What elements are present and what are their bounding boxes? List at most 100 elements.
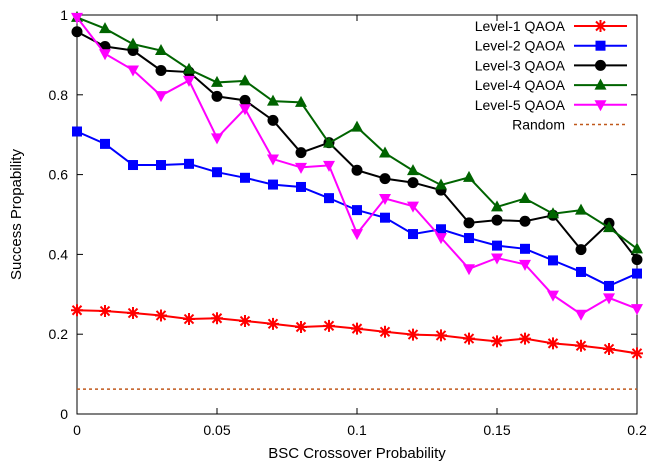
data-point — [435, 329, 447, 342]
legend-item: Level-1 QAOA — [475, 18, 627, 34]
data-point — [407, 164, 419, 176]
y-tick-label: 0.8 — [49, 87, 69, 103]
data-point — [211, 75, 223, 87]
data-point — [548, 255, 558, 266]
data-point — [127, 37, 139, 49]
data-point — [211, 90, 223, 102]
series-level-2-qaoa — [72, 126, 642, 291]
data-point — [576, 266, 586, 277]
data-point — [71, 26, 83, 38]
data-point — [463, 170, 475, 182]
x-tick-label: 0.1 — [347, 422, 367, 438]
data-point — [351, 164, 363, 176]
data-point — [267, 317, 279, 330]
legend-marker — [595, 59, 606, 71]
data-point — [631, 347, 643, 360]
data-point — [155, 44, 167, 56]
data-point — [604, 280, 614, 291]
data-point — [435, 178, 447, 190]
data-point — [603, 221, 615, 233]
data-point — [603, 293, 615, 305]
legend-item: Level-4 QAOA — [475, 77, 627, 93]
y-axis-label: Success Propability — [8, 149, 25, 280]
data-point — [351, 120, 363, 132]
data-point — [491, 200, 503, 212]
data-point — [71, 12, 83, 24]
legend-item: Level-5 QAOA — [475, 97, 627, 113]
data-point — [296, 181, 306, 192]
data-point — [128, 160, 138, 171]
data-point — [295, 95, 307, 107]
data-point — [323, 136, 335, 148]
y-tick-label: 0 — [60, 406, 68, 422]
data-point — [408, 229, 418, 240]
data-point — [547, 290, 559, 302]
data-point — [575, 339, 587, 352]
data-point — [491, 335, 503, 348]
legend-marker — [594, 100, 607, 112]
data-point — [295, 321, 307, 334]
data-point — [72, 126, 82, 137]
data-point — [463, 217, 475, 229]
legend-label: Level-4 QAOA — [475, 77, 566, 93]
data-point — [436, 224, 446, 235]
series-level-3-qaoa — [71, 26, 643, 266]
legend-label: Level-2 QAOA — [475, 38, 566, 54]
data-point — [464, 233, 474, 244]
data-point — [323, 319, 335, 332]
legend-item: Level-3 QAOA — [475, 57, 627, 73]
legend-item: Random — [512, 117, 627, 133]
data-point — [267, 154, 279, 166]
x-axis-label: BSC Crossover Probability — [268, 445, 446, 462]
data-point — [184, 158, 194, 169]
data-point — [463, 264, 475, 276]
data-point — [155, 91, 167, 103]
data-point — [99, 305, 111, 318]
legend: Level-1 QAOA Level-2 QAOA Level-3 QAOA Leve… — [475, 18, 627, 133]
data-point — [435, 233, 447, 245]
data-point — [267, 114, 279, 126]
data-point — [240, 172, 250, 183]
data-point — [100, 138, 110, 149]
data-point — [127, 65, 139, 77]
legend-marker — [595, 40, 606, 51]
data-point — [379, 194, 391, 206]
y-tick-label: 0.4 — [49, 246, 69, 262]
x-tick-label: 0 — [73, 422, 81, 438]
data-point — [239, 74, 251, 86]
data-point — [127, 307, 139, 320]
data-point — [183, 62, 195, 74]
data-point — [351, 229, 363, 241]
x-tick-label: 0.2 — [627, 422, 647, 438]
data-point — [267, 94, 279, 106]
data-point — [155, 64, 167, 76]
data-point — [603, 342, 615, 355]
data-point — [631, 242, 643, 254]
data-point — [351, 322, 363, 335]
data-point — [239, 94, 251, 106]
data-point — [380, 212, 390, 223]
data-point — [407, 328, 419, 341]
data-point — [379, 325, 391, 338]
legend-item: Level-2 QAOA — [475, 38, 627, 54]
data-point — [155, 309, 167, 322]
data-point — [547, 337, 559, 350]
data-point — [212, 167, 222, 178]
x-tick-label: 0.05 — [203, 422, 230, 438]
legend-label: Level-3 QAOA — [475, 57, 566, 73]
data-point — [575, 244, 587, 256]
tick-layer: 0 0.05 0.1 0.15 0.2 0 0.2 0.4 0.6 0.8 1 — [49, 7, 647, 438]
data-point — [183, 313, 195, 326]
data-point — [295, 147, 307, 159]
data-point — [156, 160, 166, 171]
data-point — [575, 203, 587, 215]
data-point — [379, 146, 391, 158]
data-point — [575, 309, 587, 321]
y-tick-label: 1 — [60, 7, 68, 23]
data-point — [239, 104, 251, 116]
legend-label: Level-5 QAOA — [475, 97, 566, 113]
data-point — [183, 75, 195, 87]
data-point — [519, 332, 531, 345]
